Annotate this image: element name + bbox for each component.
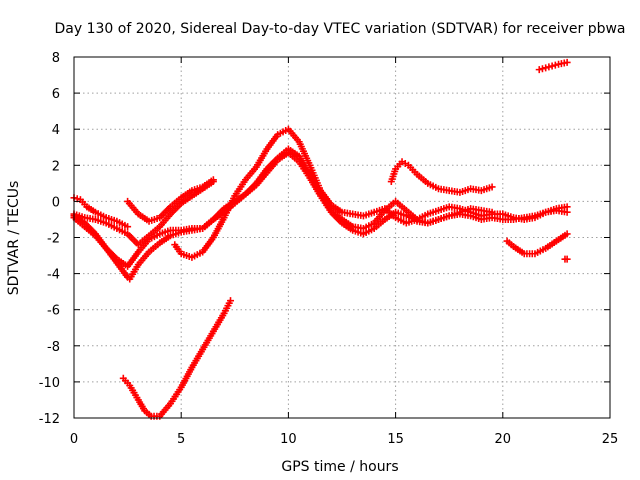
y-tick-label: 0 [52, 195, 60, 210]
series-track-8 [119, 297, 235, 420]
x-tick-label: 5 [177, 432, 185, 447]
y-tick-label: 4 [52, 123, 60, 138]
y-tick-label: 6 [52, 87, 60, 102]
data-point [542, 64, 550, 72]
series-track-7 [387, 158, 496, 196]
series-track-6 [171, 125, 571, 261]
data-point [535, 66, 543, 74]
x-tick-label: 15 [387, 432, 404, 447]
y-tick-label: 2 [52, 159, 60, 174]
y-axis-label: SDTVAR / TECUs [6, 181, 22, 296]
y-tick-label: -10 [39, 376, 60, 391]
x-tick-labels: 0 5 10 15 20 25 [70, 432, 618, 447]
data-point-sample [551, 61, 559, 69]
chart-title: Day 130 of 2020, Sidereal Day-to-day VTE… [54, 21, 625, 37]
series-track-4 [124, 176, 217, 225]
x-tick-label: 20 [495, 432, 512, 447]
data-point [124, 223, 132, 231]
x-tick-label: 25 [602, 432, 619, 447]
y-tick-label: -12 [39, 412, 60, 427]
y-tick-label: 8 [52, 51, 60, 66]
data-point [563, 255, 571, 263]
series-track-2 [70, 149, 496, 270]
y-tick-labels: -12 -10 -8 -6 -4 -2 0 2 4 6 8 [39, 51, 60, 427]
data-point [209, 176, 217, 184]
data-point [488, 183, 496, 191]
series-track-5 [70, 194, 132, 231]
data-points [70, 58, 571, 420]
y-tick-label: -4 [47, 268, 60, 283]
y-tick-label: -6 [47, 304, 60, 319]
data-point-sample [545, 63, 553, 71]
data-point [563, 203, 571, 211]
x-tick-label: 0 [70, 432, 78, 447]
data-point [548, 62, 556, 70]
series-track-10 [535, 58, 571, 74]
data-point [563, 58, 571, 66]
data-point-sample [538, 65, 546, 73]
y-tick-label: -8 [47, 340, 60, 355]
data-point [227, 297, 235, 305]
tick-marks [73, 56, 611, 419]
data-point [563, 230, 571, 238]
x-tick-label: 10 [280, 432, 297, 447]
y-tick-label: -2 [47, 232, 60, 247]
grid-lines [74, 57, 610, 418]
x-axis-label: GPS time / hours [281, 459, 398, 475]
series-track-9 [503, 230, 571, 258]
series-track-11 [561, 255, 571, 263]
